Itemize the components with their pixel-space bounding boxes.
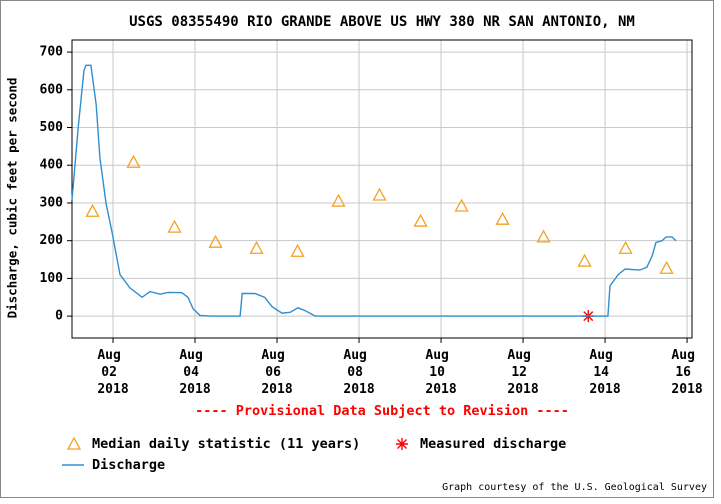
triangle-marker xyxy=(659,260,674,274)
chart-title: USGS 08355490 RIO GRANDE ABOVE US HWY 38… xyxy=(129,14,635,30)
y-tick-label: 300 xyxy=(40,195,64,210)
x-tick-label: Aug 04 2018 xyxy=(179,348,210,397)
plot-border xyxy=(71,39,693,339)
y-axis-label: Discharge, cubic feet per second xyxy=(5,78,20,319)
y-tick-label: 200 xyxy=(40,233,64,248)
legend-swatch xyxy=(66,436,82,450)
x-tick-label: Aug 14 2018 xyxy=(589,348,620,397)
legend-swatch xyxy=(396,438,408,450)
x-tick-label-line: 2018 xyxy=(179,382,210,397)
x-tick-label-line: Aug xyxy=(589,348,620,363)
x-tick-label-line: 2018 xyxy=(97,382,128,397)
x-tick-label-line: 2018 xyxy=(261,382,292,397)
x-tick-label-line: Aug xyxy=(671,348,702,363)
triangle-marker xyxy=(126,154,141,168)
x-tick-label-line: Aug xyxy=(179,348,210,363)
x-tick-label: Aug 10 2018 xyxy=(425,348,456,397)
triangle-marker xyxy=(249,240,264,254)
y-tick-label: 500 xyxy=(40,120,64,135)
x-tick-label: Aug 12 2018 xyxy=(507,348,538,397)
x-tick-label-line: 04 xyxy=(183,365,206,380)
y-tick-label: 0 xyxy=(55,309,63,324)
legend-label: Discharge xyxy=(92,457,165,473)
legend-label: Measured discharge xyxy=(420,436,566,452)
x-tick-label-line: 16 xyxy=(675,365,698,380)
triangle-marker xyxy=(208,234,223,248)
triangle-marker xyxy=(413,213,428,227)
x-tick-label-line: 2018 xyxy=(671,382,702,397)
x-tick-label: Aug 08 2018 xyxy=(343,348,374,397)
triangle-marker xyxy=(372,187,387,201)
x-tick-label-line: 2018 xyxy=(343,382,374,397)
x-tick-label-line: Aug xyxy=(343,348,374,363)
x-tick-label-line: 2018 xyxy=(425,382,456,397)
triangle-marker xyxy=(577,253,592,267)
y-tick-label: 400 xyxy=(40,158,64,173)
x-tick-label: Aug 02 2018 xyxy=(97,348,128,397)
x-tick-label-line: Aug xyxy=(425,348,456,363)
x-tick-label-line: 12 xyxy=(511,365,534,380)
x-tick-label: Aug 16 2018 xyxy=(671,348,702,397)
x-tick-label-line: 06 xyxy=(265,365,288,380)
y-tick-label: 600 xyxy=(40,82,64,97)
annotation: ---- Provisional Data Subject to Revisio… xyxy=(195,403,569,419)
x-tick-label-line: 02 xyxy=(101,365,124,380)
x-tick-label-line: Aug xyxy=(97,348,128,363)
x-tick-label-line: 08 xyxy=(347,365,370,380)
discharge-line xyxy=(71,64,677,317)
y-tick-label: 700 xyxy=(40,45,64,60)
frame xyxy=(0,0,714,498)
triangle-marker xyxy=(290,243,305,257)
triangle-marker xyxy=(167,219,182,233)
triangle-marker xyxy=(618,240,633,254)
triangle-marker xyxy=(331,193,346,207)
x-tick-label-line: 10 xyxy=(429,365,452,380)
x-tick-label-line: Aug xyxy=(507,348,538,363)
triangle-marker xyxy=(495,211,510,225)
legend-label: Median daily statistic (11 years) xyxy=(92,436,360,452)
x-tick-label-line: 2018 xyxy=(507,382,538,397)
x-tick-label-line: 2018 xyxy=(589,382,620,397)
x-tick-label: Aug 06 2018 xyxy=(261,348,292,397)
y-tick-label: 100 xyxy=(40,271,64,286)
x-tick-label-line: 14 xyxy=(593,365,616,380)
triangle-marker xyxy=(536,229,551,243)
triangle-marker xyxy=(85,203,100,217)
x-tick-label-line: Aug xyxy=(261,348,292,363)
footer: Graph courtesy of the U.S. Geological Su… xyxy=(442,482,707,493)
triangle-marker xyxy=(454,198,469,212)
